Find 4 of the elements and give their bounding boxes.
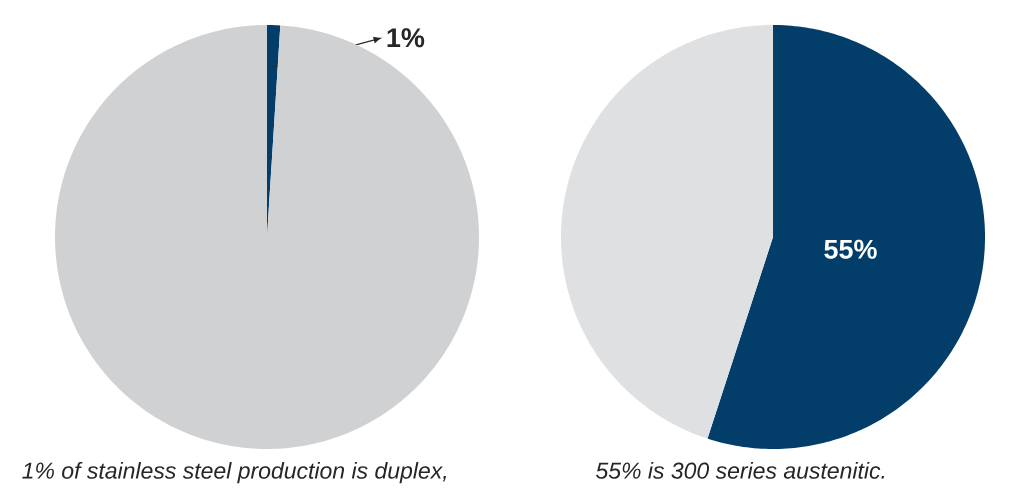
data-label: 55% [824,239,877,259]
text: 55% is 300 series austenitic. [595,461,885,479]
text: 1% of stainless steel production is duplex, [22,461,446,484]
data-label: 1% [387,28,425,48]
